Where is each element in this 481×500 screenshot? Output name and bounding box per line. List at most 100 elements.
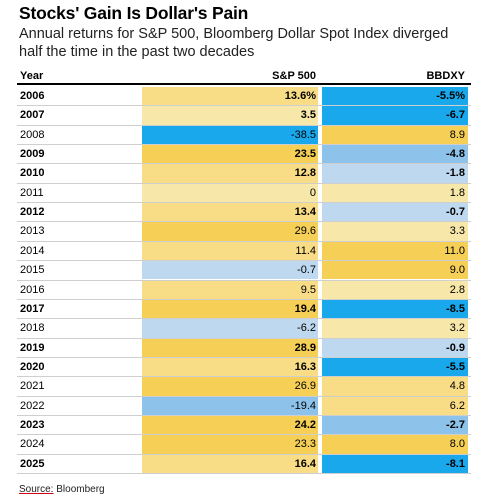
- sp500-value: 16.4: [294, 457, 316, 470]
- sp500-cell: [142, 164, 318, 183]
- sp500-cell: [142, 299, 318, 319]
- row-divider: [17, 414, 471, 416]
- row-divider: [17, 124, 471, 126]
- row-divider: [17, 260, 471, 262]
- source-note: Source: Bloomberg: [19, 484, 105, 495]
- bbdxy-cell: [322, 145, 468, 164]
- bbdxy-value: 6.2: [449, 399, 465, 412]
- bbdxy-value: -8.5: [446, 302, 465, 315]
- bbdxy-cell: [322, 87, 468, 106]
- sp500-cell: [142, 396, 318, 415]
- row-divider: [17, 395, 471, 397]
- returns-table: Year S&P 500 BBDXY 2006 13.6% -5.5% 2007 3.5 -6.…: [17, 0, 471, 500]
- sp500-value: 13.6%: [284, 90, 316, 102]
- sp500-cell: [142, 280, 318, 299]
- row-divider: [17, 337, 471, 339]
- year-label: 2022: [20, 399, 45, 412]
- sp500-cell: [142, 183, 318, 203]
- bbdxy-value: -0.9: [446, 341, 465, 354]
- bbdxy-value: 3.3: [449, 225, 465, 238]
- year-label: 2014: [20, 244, 45, 257]
- year-label: 2025: [20, 457, 45, 470]
- sp500-cell: [142, 415, 318, 435]
- bbdxy-cell: [322, 280, 468, 299]
- year-label: 2009: [20, 148, 45, 161]
- sp500-cell: [142, 222, 318, 241]
- row-divider: [17, 202, 471, 204]
- chart-title: Stocks' Gain Is Dollar's Pain: [19, 3, 249, 23]
- sp500-value: 19.4: [294, 302, 316, 315]
- sp500-cell: [142, 377, 318, 396]
- sp500-value: 9.5: [300, 283, 316, 296]
- row-divider: [17, 318, 471, 320]
- row-divider: [17, 105, 471, 107]
- bbdxy-cell: [322, 319, 468, 338]
- sp500-value: 23.3: [294, 438, 316, 451]
- row-divider: [17, 279, 471, 281]
- bbdxy-value: -4.8: [446, 148, 465, 161]
- bbdxy-cell: [322, 357, 468, 377]
- sp500-value: -6.2: [297, 322, 316, 335]
- bbdxy-cell: [322, 183, 468, 203]
- source-name: Bloomberg: [56, 484, 105, 495]
- sp500-cell: [142, 145, 318, 164]
- year-label: 2010: [20, 167, 45, 180]
- bbdxy-value: -2.7: [446, 418, 465, 431]
- bbdxy-cell: [322, 106, 468, 125]
- sp500-cell: [142, 261, 318, 280]
- sp500-value: 13.4: [294, 206, 316, 219]
- sp500-value: 11.4: [295, 244, 316, 257]
- year-label: 2008: [20, 128, 45, 141]
- bbdxy-cell: [322, 241, 468, 261]
- bbdxy-cell: [322, 222, 468, 241]
- year-label: 2012: [20, 206, 45, 219]
- sp500-cell: [142, 435, 318, 454]
- bbdxy-value: 11.0: [444, 244, 465, 257]
- bbdxy-cell: [322, 454, 468, 473]
- sp500-value: -19.4: [290, 399, 316, 412]
- year-label: 2006: [20, 90, 45, 102]
- bbdxy-cell: [322, 299, 468, 319]
- bbdxy-cell: [322, 415, 468, 435]
- source-label: Source:: [19, 484, 54, 495]
- year-label: 2024: [20, 438, 45, 451]
- year-label: 2017: [20, 302, 45, 315]
- bbdxy-value: -5.5%: [436, 90, 465, 102]
- bbdxy-cell: [322, 261, 468, 280]
- chart-subtitle: Annual returns for S&P 500, Bloomberg Do…: [19, 26, 449, 60]
- sp500-value: 23.5: [294, 148, 316, 161]
- bbdxy-value: 8.0: [449, 438, 465, 451]
- sp500-value: 12.8: [294, 167, 316, 180]
- bbdxy-cell: [322, 435, 468, 454]
- bbdxy-value: -0.7: [446, 206, 465, 219]
- year-label: 2011: [20, 186, 44, 199]
- bbdxy-value: 3.2: [449, 322, 465, 335]
- row-divider: [17, 356, 471, 358]
- sp500-value: 0: [309, 186, 316, 199]
- sp500-cell: [142, 357, 318, 377]
- row-divider: [17, 473, 471, 474]
- sp500-value: 28.9: [294, 341, 316, 354]
- header-bbdxy: BBDXY: [426, 70, 465, 82]
- bbdxy-value: -8.1: [446, 457, 465, 470]
- sp500-value: -0.7: [297, 264, 316, 277]
- row-divider: [17, 221, 471, 223]
- bbdxy-cell: [322, 377, 468, 396]
- bbdxy-value: -5.5: [446, 360, 465, 373]
- year-label: 2007: [20, 109, 45, 122]
- header-rule: [17, 83, 471, 85]
- year-label: 2018: [20, 322, 45, 335]
- bbdxy-cell: [322, 396, 468, 415]
- bbdxy-value: 8.9: [449, 128, 465, 141]
- sp500-value: 16.3: [294, 360, 316, 373]
- bbdxy-cell: [322, 338, 468, 357]
- bbdxy-value: -6.7: [446, 109, 465, 122]
- year-label: 2013: [20, 225, 45, 238]
- row-divider: [17, 163, 471, 165]
- bbdxy-value: -1.8: [446, 167, 465, 180]
- bbdxy-value: 1.8: [449, 186, 465, 199]
- sp500-cell: [142, 87, 318, 106]
- row-divider: [17, 434, 471, 436]
- year-label: 2020: [20, 360, 45, 373]
- sp500-value: 24.2: [294, 418, 316, 431]
